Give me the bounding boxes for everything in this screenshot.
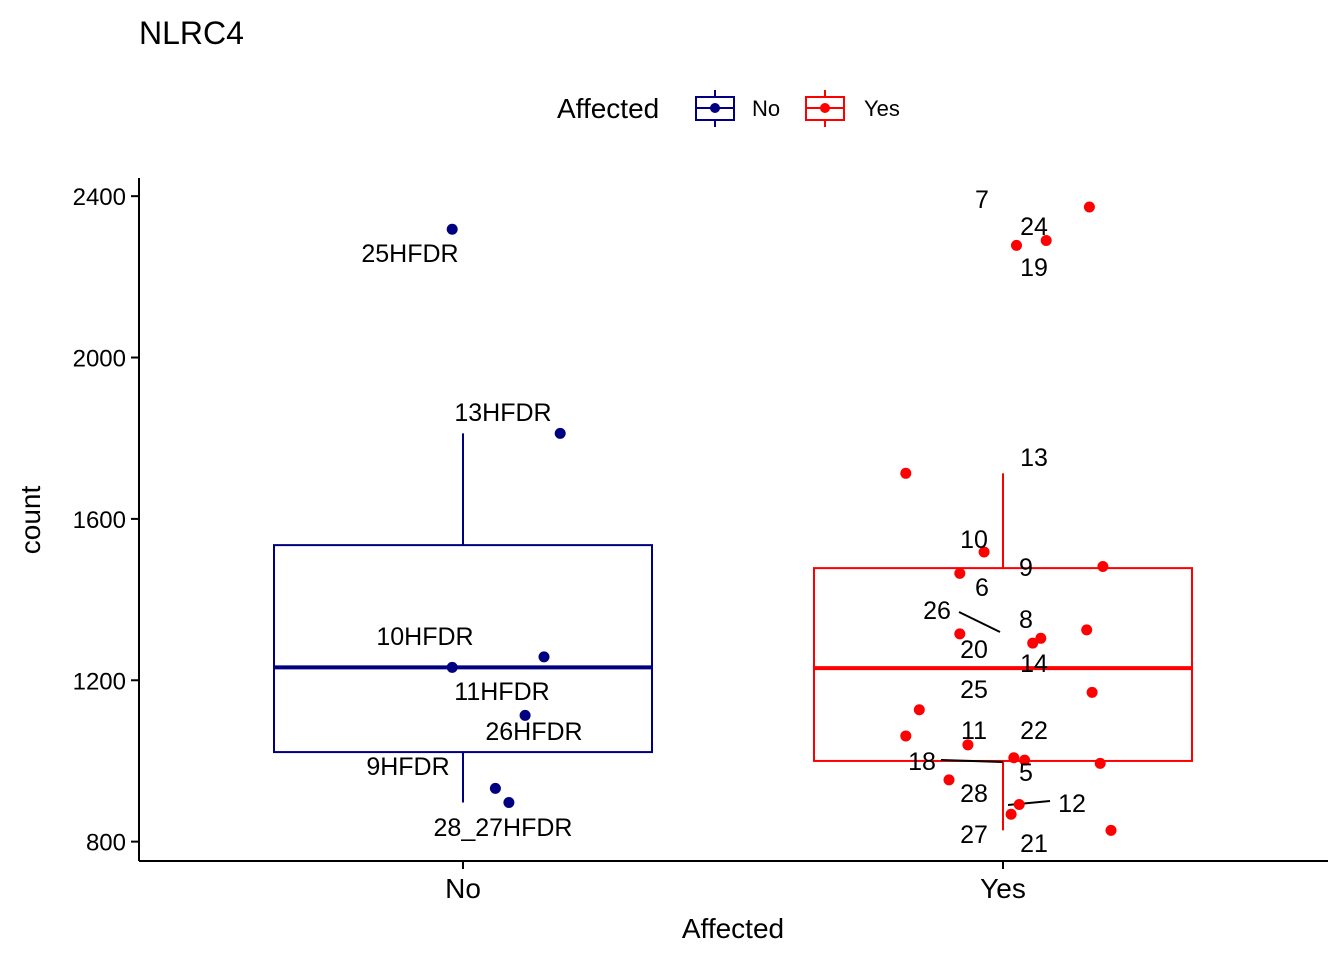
data-point-yes [978,546,990,558]
data-label: 13 [1020,444,1048,472]
data-point-yes [1027,637,1039,649]
data-point-no [503,797,515,809]
data-label: 19 [1020,254,1048,282]
data-point-yes [900,730,912,742]
data-label: 11HFDR [454,678,549,706]
data-point-no [538,651,550,663]
data-label: 22 [1020,717,1048,745]
label-leader-line [940,759,1004,763]
data-label: 9HFDR [366,753,449,781]
box-no [273,544,653,754]
data-label: 20 [960,636,988,664]
data-label: 10 [960,526,988,554]
data-label: 26 [923,597,951,625]
data-label: 12 [1058,790,1086,818]
y-tick-label: 2000 [73,346,126,373]
data-label: 27 [960,821,988,849]
data-point-yes [913,704,925,716]
x-axis-title: Affected [682,913,784,944]
data-label: 24 [1020,213,1048,241]
data-point-no [554,427,566,439]
data-point-yes [1019,754,1031,766]
legend-key-yes [805,90,845,127]
y-tick-label: 1600 [73,507,126,534]
data-label: 25 [960,676,988,704]
y-tick-label: 800 [86,830,126,857]
data-label: 18 [908,748,936,776]
data-point-yes [1094,757,1106,769]
data-label: 14 [1020,650,1048,678]
data-label: 26HFDR [485,718,582,746]
data-point-yes [1105,824,1117,836]
data-point-yes [943,774,955,786]
data-label: 5 [1019,759,1033,787]
y-axis-title: count [15,486,46,555]
data-label: 8 [1019,606,1033,634]
y-tick-label: 2400 [73,184,126,211]
data-point-yes [954,628,966,640]
data-point-yes [1011,239,1022,251]
data-point-yes [1013,799,1025,811]
data-point-yes [1035,632,1047,644]
data-point-yes [1081,624,1093,636]
data-point-yes [1083,201,1095,213]
data-label: 7 [975,186,989,214]
data-label: 11 [961,717,987,745]
data-point-yes [1086,686,1098,698]
y-tick-label: 1200 [73,668,126,695]
box-yes [813,567,1193,762]
data-label: 9 [1019,554,1033,582]
data-label: 28_27HFDR [434,814,573,842]
data-label: 25HFDR [361,240,458,268]
data-point-yes [1040,235,1052,247]
plot-area: 800 1200 1600 2000 2400 No Yes 25HFDR 13HFDR 10HF… [73,178,1328,904]
data-label: 28 [960,780,988,808]
data-label: 13HFDR [454,399,551,427]
legend-title: Affected [557,93,659,124]
data-point-yes [1005,808,1017,820]
data-label: 6 [975,574,989,602]
label-leader-line [958,611,1001,633]
data-point-no [446,661,458,673]
x-tick-label: No [445,873,481,904]
data-point-yes [1008,752,1020,764]
chart-title: NLRC4 [139,15,244,51]
legend-label-yes: Yes [864,96,900,121]
x-tick-label: Yes [980,873,1026,904]
data-point-yes [1097,560,1109,572]
data-point-yes [900,467,912,479]
legend-key-no [695,90,735,127]
data-point-yes [962,739,974,751]
data-point-no [446,223,458,235]
legend: Affected No Yes [557,90,900,127]
data-point-no [489,782,501,794]
data-label: 21 [1020,830,1048,858]
data-label: 10HFDR [376,623,473,651]
legend-label-no: No [752,96,780,121]
data-point-no [519,709,531,721]
data-point-yes [954,567,966,579]
